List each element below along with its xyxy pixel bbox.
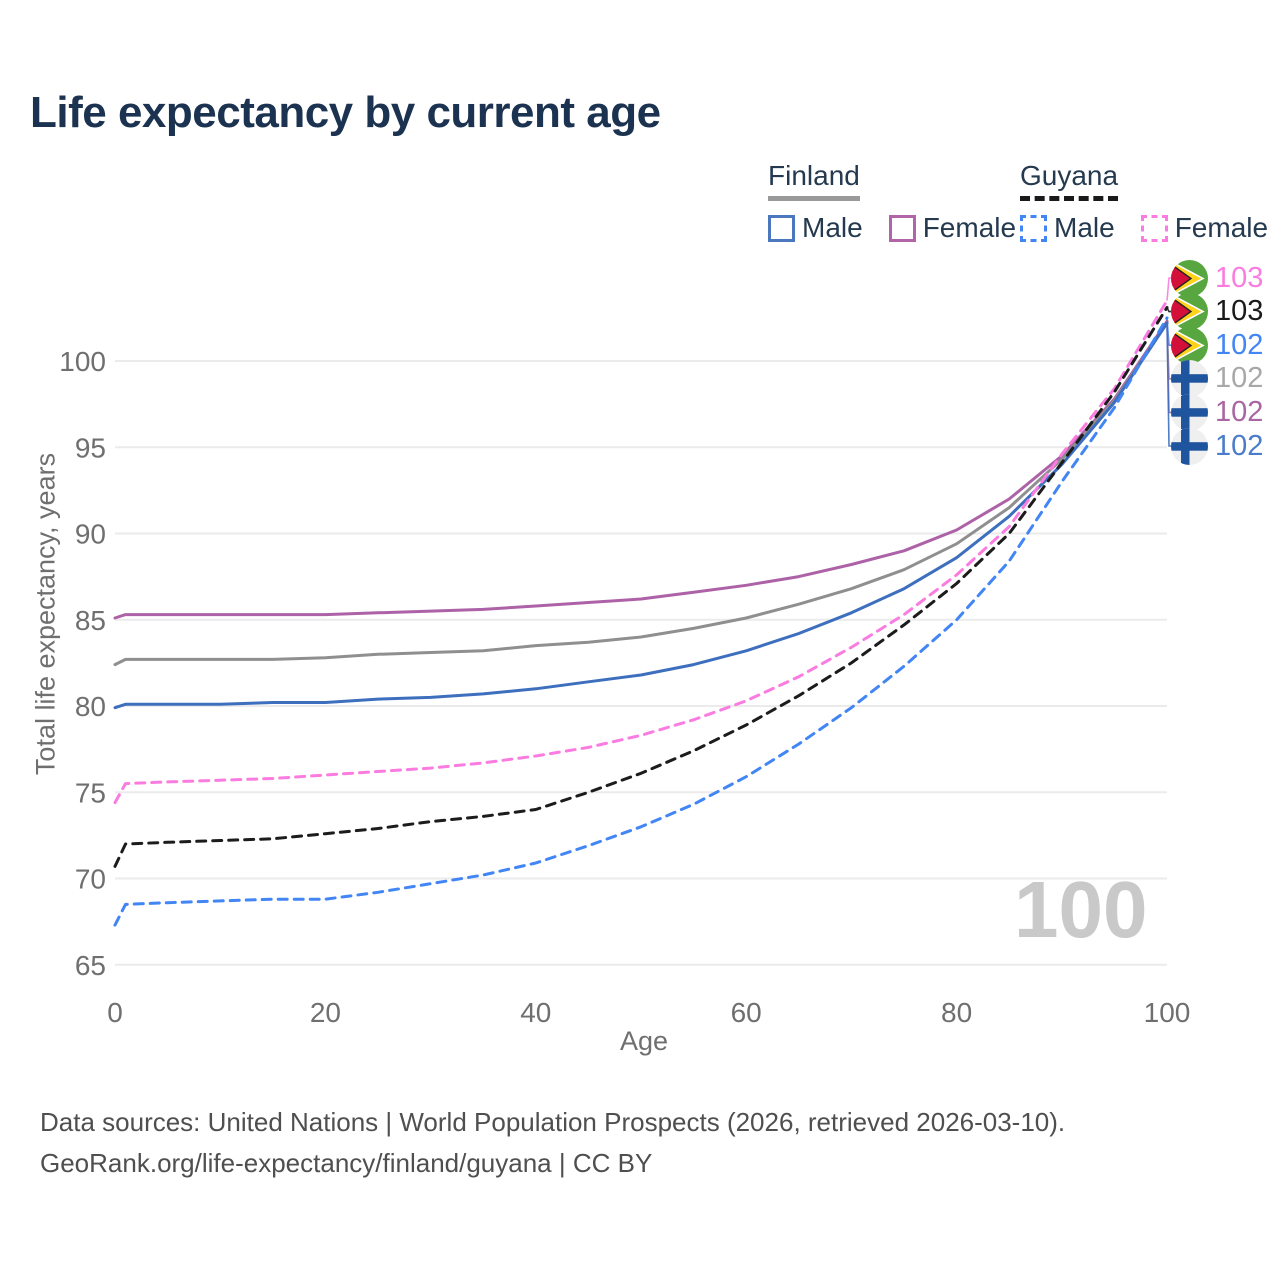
end-label-row-guyana-male: 102 (1171, 326, 1264, 364)
x-axis-title: Age (619, 1026, 669, 1056)
legend-group-guyana: Guyana Male Female (1020, 160, 1268, 244)
legend-item-finland-male[interactable]: Male (768, 212, 863, 244)
y-tick-label-65: 65 (75, 950, 106, 981)
end-label-value-finland: 102 (1215, 362, 1264, 395)
y-tick-label-95: 95 (75, 432, 106, 463)
series-line-finland-female[interactable] (113, 319, 1169, 620)
legend-item-guyana-male[interactable]: Male (1020, 212, 1115, 244)
end-label-value-finland-male: 102 (1215, 429, 1264, 462)
legend-swatch-guyana-female[interactable] (1140, 214, 1168, 242)
age-watermark: 100 (1014, 865, 1148, 954)
end-label-row-finland-female: 102 (1171, 393, 1264, 431)
end-label-value-guyana-male: 102 (1215, 328, 1264, 361)
y-tick-label-85: 85 (75, 605, 106, 636)
finland-flag-icon (1171, 427, 1208, 465)
footer-sources: Data sources: United Nations | World Pop… (40, 1107, 1066, 1137)
end-label-row-guyana: 103 (1171, 293, 1264, 331)
y-tick-label-100: 100 (59, 346, 106, 377)
legend-label-guyana-male: Male (1054, 212, 1115, 243)
x-tick-label-40: 40 (520, 997, 551, 1028)
series-line-finland-male[interactable] (113, 321, 1169, 710)
end-label-row-guyana-female: 103 (1171, 259, 1264, 297)
end-label-value-guyana-female: 103 (1215, 261, 1264, 294)
y-axis-title: Total life expectancy, years (30, 452, 61, 776)
end-label-value-guyana: 103 (1215, 295, 1264, 328)
end-label-row-finland-male: 102 (1171, 427, 1264, 465)
series-line-guyana-male[interactable] (113, 316, 1169, 927)
legend-item-guyana-female[interactable]: Female (1140, 212, 1269, 244)
end-label-row-finland: 102 (1171, 360, 1264, 398)
x-tick-label-60: 60 (731, 997, 762, 1028)
legend-swatch-guyana-male[interactable] (1020, 214, 1047, 242)
guyana-flag-icon (1171, 326, 1208, 364)
guyana-flag-icon (1171, 293, 1208, 331)
series-line-guyana-female[interactable] (113, 299, 1169, 805)
legend-label-finland-female: Female (922, 212, 1017, 243)
series-line-finland[interactable] (113, 321, 1169, 667)
guyana-flag-icon (1171, 259, 1208, 297)
legend-swatch-finland-male[interactable] (768, 214, 795, 242)
footer-attribution: GeoRank.org/life-expectancy/finland/guya… (40, 1148, 653, 1178)
finland-flag-icon (1171, 360, 1208, 398)
legend-country-guyana[interactable]: Guyana (1020, 160, 1119, 201)
footer: Data sources: United Nations | World Pop… (40, 1102, 1065, 1184)
legend-label-finland-male: Male (802, 212, 863, 243)
x-tick-label-80: 80 (941, 997, 972, 1028)
legend-group-finland: Finland Male Female (768, 160, 1016, 244)
legend-swatch-finland-female[interactable] (888, 214, 916, 242)
legend-item-finland-female[interactable]: Female (888, 212, 1017, 244)
x-tick-label-20: 20 (310, 997, 341, 1028)
x-tick-label-100: 100 (1144, 997, 1191, 1028)
y-tick-label-90: 90 (75, 519, 106, 550)
finland-flag-icon (1171, 393, 1208, 431)
legend-label-guyana-female: Female (1174, 212, 1269, 243)
legend-country-finland[interactable]: Finland (768, 160, 860, 201)
page-title: Life expectancy by current age (30, 88, 661, 137)
series-line-guyana[interactable] (113, 306, 1169, 868)
y-tick-label-75: 75 (75, 777, 106, 808)
x-tick-label-0: 0 (107, 997, 123, 1028)
y-tick-label-80: 80 (75, 691, 106, 722)
y-tick-label-70: 70 (75, 864, 106, 895)
end-label-value-finland-female: 102 (1215, 395, 1264, 428)
